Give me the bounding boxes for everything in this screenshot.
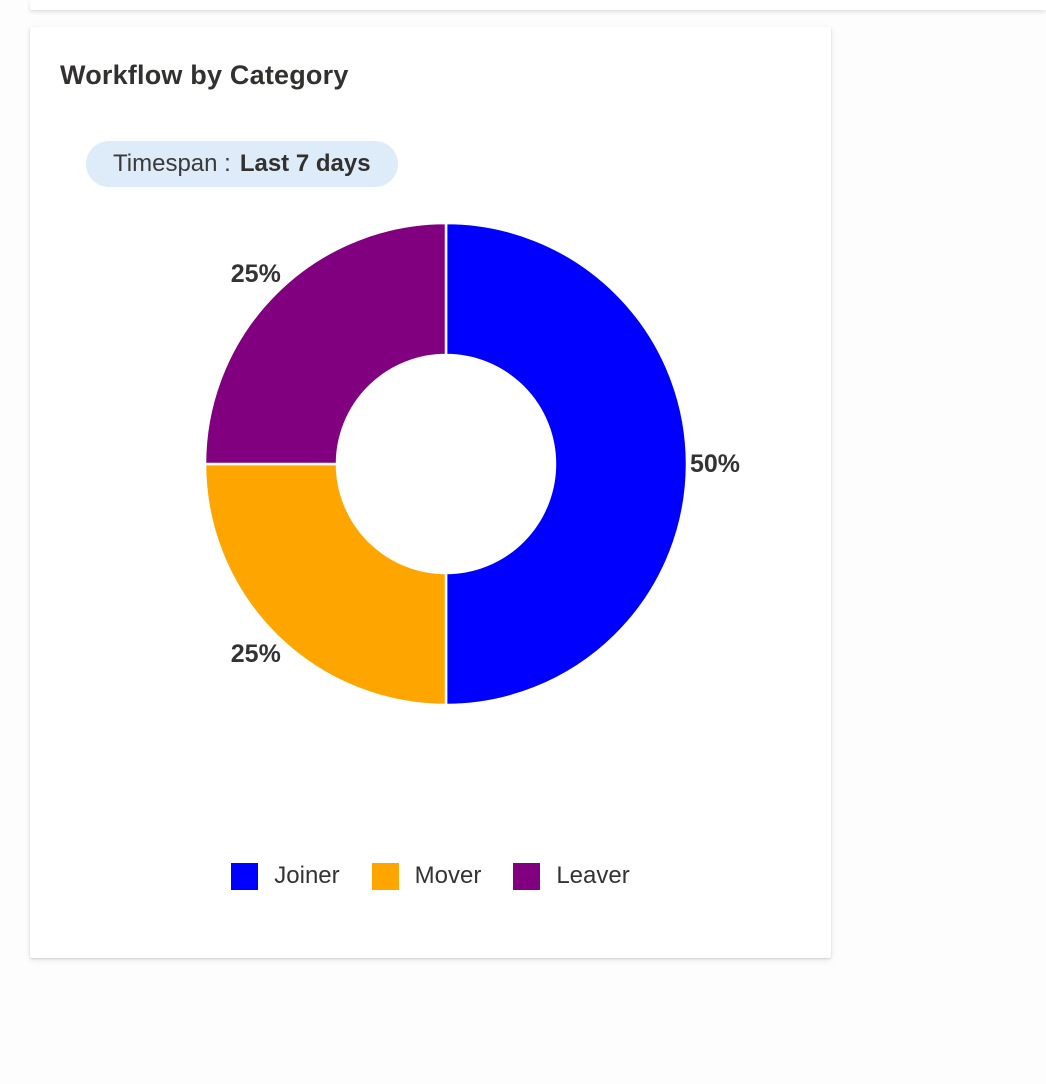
legend-label-mover: Mover [414, 862, 482, 889]
donut-slice-mover[interactable] [203, 462, 448, 707]
legend-item-joiner[interactable]: Joiner [231, 862, 340, 890]
workflow-by-category-card: Workflow by Category Timespan : Last 7 d… [30, 27, 831, 958]
timespan-value: Last 7 days [239, 150, 371, 177]
leaver-color-swatch [513, 862, 541, 890]
legend-item-mover[interactable]: Mover [371, 862, 482, 890]
legend-label-leaver: Leaver [556, 862, 630, 889]
top-bar [30, 0, 1046, 10]
donut-chart: 50% 25% 25% [126, 144, 766, 784]
donut-slice-joiner[interactable] [444, 221, 689, 707]
joiner-color-swatch [231, 862, 259, 890]
legend-label-joiner: Joiner [274, 862, 340, 889]
donut-svg: 50% 25% 25% [203, 221, 740, 707]
card-title: Workflow by Category [60, 60, 349, 90]
slice-label-mover: 25% [231, 640, 281, 668]
slice-label-leaver: 25% [231, 260, 281, 288]
timespan-label: Timespan : [113, 150, 231, 177]
mover-color-swatch [371, 862, 399, 890]
slice-label-joiner: 50% [690, 450, 740, 478]
timespan-filter-chip[interactable]: Timespan : Last 7 days [86, 141, 398, 187]
donut-slice-leaver[interactable] [203, 221, 448, 466]
chart-legend: Joiner Mover Leaver [30, 862, 831, 890]
legend-item-leaver[interactable]: Leaver [513, 862, 630, 890]
